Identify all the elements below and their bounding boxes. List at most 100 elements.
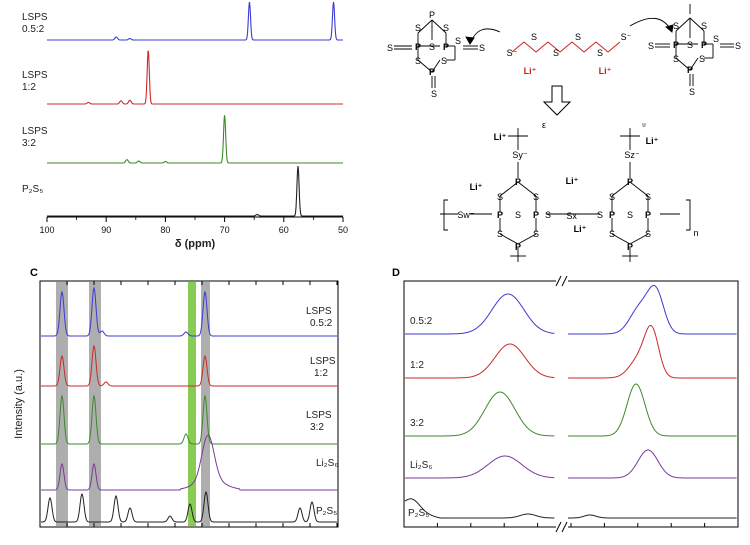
ring-s: S [497, 229, 503, 239]
panel-d-series-label-1: 1:2 [410, 360, 424, 371]
panel-a-x-label: δ (ppm) [175, 238, 216, 250]
atom-s: S [687, 40, 693, 50]
panel-a-series-0 [47, 1, 343, 41]
left-p4s10-cage [394, 19, 478, 88]
panel-d-series-2-seg-1 [568, 383, 737, 437]
ring-p: P [609, 210, 615, 220]
panel-a-x-ticks: 100 90 80 70 60 50 [39, 217, 348, 235]
panel-d-frame [403, 280, 739, 528]
panel-a-tick-label-2: 80 [160, 225, 170, 235]
left-arrow-head [465, 36, 475, 45]
panel-a-tick-label-1: 90 [101, 225, 111, 235]
ring-s: S [545, 210, 551, 220]
atom-s: S [479, 43, 485, 53]
panel-d-ticks [403, 523, 739, 527]
panel-d-break-mark [555, 275, 562, 287]
panel-a-series-label-2: LSPS [22, 126, 48, 137]
panel-c-series-0 [41, 286, 337, 337]
panel-d-series-4-seg-0 [404, 498, 555, 519]
ring-p: P [515, 177, 521, 187]
panel-d-label: D [392, 267, 400, 279]
panel-d-break-gap-0 [556, 276, 568, 286]
panel-a-series-label2-0: 0.5:2 [22, 24, 45, 35]
chain-s: S⁻ [621, 32, 632, 42]
atom-s: S [387, 43, 393, 53]
panel-a-series-label2-2: 3:2 [22, 138, 36, 149]
panel-c-band-0 [56, 282, 68, 526]
panel-d-series-label-3: Li₂S₆ [410, 460, 432, 471]
end-symbol: ε [542, 120, 546, 130]
panel-c-series-label-2: LSPS [306, 410, 332, 421]
panel-d-series-label-4: P₂S₅ [408, 508, 429, 519]
ring-s: S [609, 229, 615, 239]
panel-c-y-label: Intensity (a.u.) [13, 369, 25, 439]
product-li: Li⁺ [494, 132, 507, 142]
chain-li-1: Li⁺ [524, 66, 537, 76]
panel-a-series-3 [47, 165, 343, 217]
atom-p: P [429, 10, 435, 20]
panel-c-series-label2-1: 1:2 [314, 368, 328, 379]
atom-s: S [415, 56, 421, 66]
panel-c-highlight-bands [56, 282, 210, 526]
atom-p: P [415, 42, 421, 52]
panel-c-series-1 [41, 344, 337, 387]
chain-s: S⁻ [507, 48, 518, 58]
product-sz: Sz⁻ [624, 150, 640, 160]
panel-d-traces: 0.5:2 1:2 3:2 Li₂S₆ P₂S₅ [404, 285, 737, 519]
panel-c-series-2 [41, 394, 337, 445]
panel-a-series-label2-1: 1:2 [22, 82, 36, 93]
panel-d-series-4-seg-1 [568, 514, 737, 519]
ring-s: S [497, 192, 503, 202]
panel-a-tick-label-3: 70 [220, 225, 230, 235]
panel-d-series-2-seg-0 [405, 391, 555, 437]
product-li: Li⁺ [566, 176, 579, 186]
panel-c-series-label-3: Li₂S₆ [316, 458, 338, 469]
panel-a-tick-label-5: 50 [338, 225, 348, 235]
atom-s: S [431, 89, 437, 99]
atom-s: S [701, 21, 707, 31]
ring-s: S [597, 210, 603, 220]
panel-c-band-2 [188, 282, 196, 526]
right-p4s10-cage [655, 4, 734, 86]
panel-a-nmr: 100 90 80 70 60 50 δ (ppm) LSPS0.5:2LSPS1:2LS… [22, 1, 348, 250]
panel-c-label: C [30, 267, 38, 279]
panel-d-series-0-seg-1 [568, 285, 737, 335]
panel-c-series-label-4: P₂S₅ [316, 506, 337, 517]
atom-s: S [415, 23, 421, 33]
panel-d-series-label-2: 3:2 [410, 418, 424, 429]
panel-c-series-label2-0: 0.5:2 [310, 318, 333, 329]
atom-s: S [673, 21, 679, 31]
chain-s: S [575, 32, 581, 42]
ring-s: S [627, 210, 633, 220]
panel-a-series-label-3: P₂S₅ [22, 184, 43, 195]
ring-s: S [533, 192, 539, 202]
atom-s: S [713, 34, 719, 44]
panel-c-series-label-0: LSPS [306, 306, 332, 317]
panel-a-series-2 [47, 115, 343, 164]
right-curved-arrow [629, 17, 673, 33]
product-sy: Sy⁻ [512, 150, 528, 160]
chain-s: S [531, 32, 537, 42]
chain-li-2: Li⁺ [599, 66, 612, 76]
panel-d-break-mark [561, 275, 568, 287]
atom-s: S [429, 42, 435, 52]
product-polymer [440, 128, 691, 262]
atom-p: P [701, 40, 707, 50]
ring-p: P [515, 242, 521, 252]
panel-c-series-label-1: LSPS [310, 356, 336, 367]
panel-d-break-mark [561, 521, 568, 533]
panel-d-axis-break [555, 275, 568, 533]
atom-s: S [673, 54, 679, 64]
atom-s: S [689, 87, 695, 97]
atom-s: S [699, 54, 705, 64]
atom-s: S [648, 41, 654, 51]
ring-s: S [533, 229, 539, 239]
polysulfide-chain [511, 41, 621, 53]
panel-c-series-4 [41, 490, 337, 523]
panel-a-series-label-0: LSPS [22, 12, 48, 23]
panel-c-raman: C Intensity (a.u.) LSPS0.5:2LSPS1:2LSPS3… [13, 267, 339, 528]
panel-d: D 0.5:2 1:2 3:2 Li₂S₆ P₂S₅ [392, 267, 739, 533]
atom-s: S [455, 36, 461, 46]
